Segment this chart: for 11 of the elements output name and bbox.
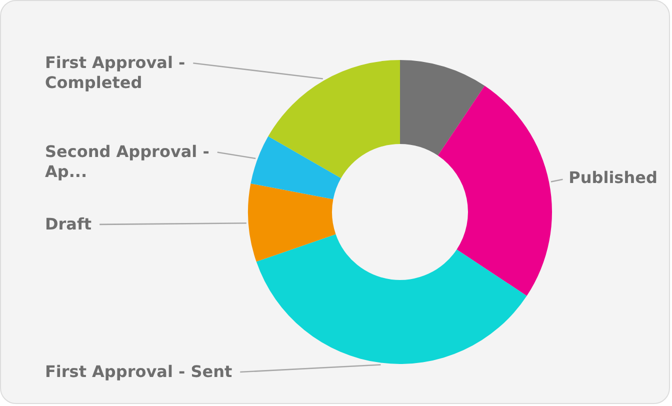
slice-label: First Approval - Completed [45,53,186,92]
donut-slice [268,60,400,178]
slice-label: Published [568,168,658,188]
donut-slice [400,60,485,156]
donut-slice [438,86,552,296]
donut-slice [248,184,336,262]
donut-slice [256,234,527,364]
slice-label: First Approval - Sent [45,362,232,381]
slice-label: Second Approval - Ap... [45,142,210,182]
donut-slice [250,136,342,200]
slice-label: Draft [45,214,92,234]
